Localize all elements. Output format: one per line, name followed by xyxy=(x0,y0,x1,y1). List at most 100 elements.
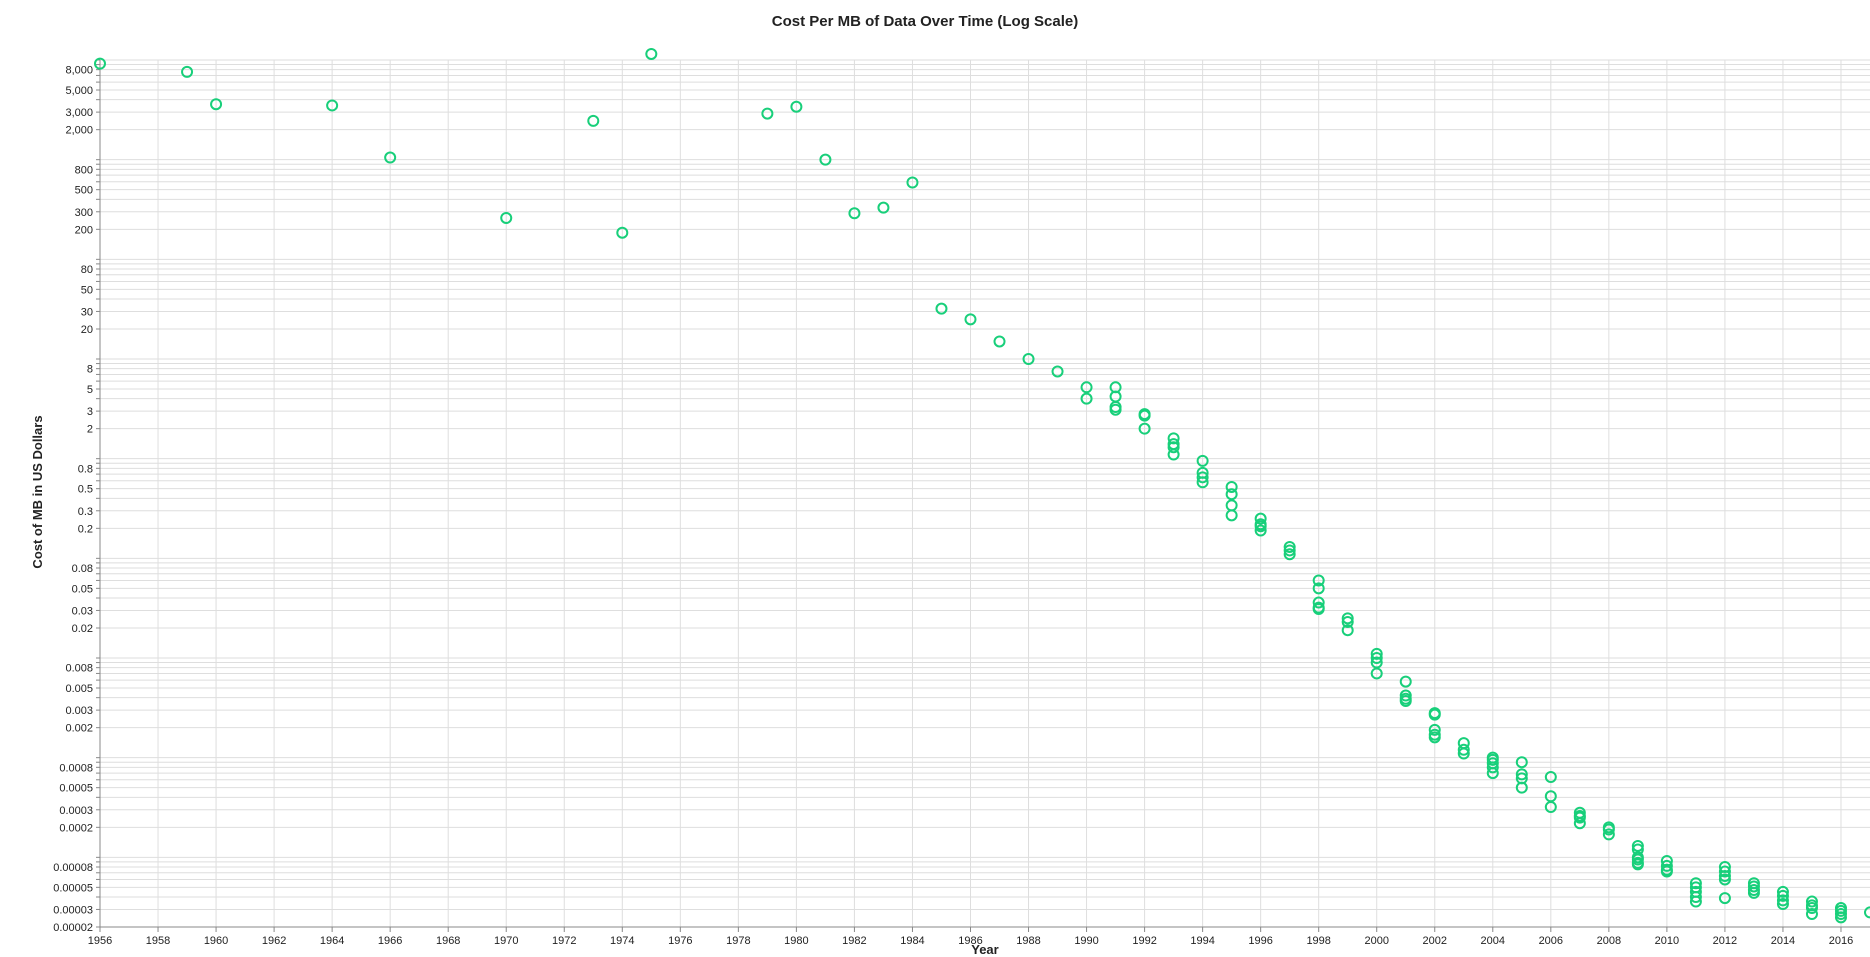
data-point xyxy=(1457,747,1470,760)
data-point xyxy=(1196,471,1209,484)
x-tick-label: 2016 xyxy=(1829,935,1853,947)
data-point xyxy=(935,302,948,315)
data-point xyxy=(1776,885,1789,898)
y-tick-label: 3,000 xyxy=(65,107,93,119)
y-tick-label: 20 xyxy=(81,324,93,336)
y-tick-label: 3 xyxy=(87,406,93,418)
y-tick-label: 30 xyxy=(81,306,93,318)
data-point xyxy=(1225,488,1238,501)
y-axis: 8,0005,0003,0002,00080050030020080503020… xyxy=(53,59,101,934)
data-point xyxy=(1225,509,1238,522)
y-tick-label: 0.008 xyxy=(65,663,93,675)
data-point xyxy=(1776,894,1789,907)
data-point xyxy=(1776,889,1789,902)
data-point xyxy=(1834,908,1847,921)
data-point xyxy=(1805,902,1818,915)
data-point xyxy=(1718,865,1731,878)
x-tick-label: 1958 xyxy=(146,935,170,947)
y-tick-label: 50 xyxy=(81,284,93,296)
data-point xyxy=(1225,499,1238,512)
y-tick-label: 0.5 xyxy=(78,484,93,496)
y-tick-label: 0.05 xyxy=(72,583,93,595)
data-point xyxy=(1341,615,1354,628)
y-axis-title: Cost of MB in US Dollars xyxy=(30,415,45,568)
data-point xyxy=(1660,859,1673,872)
y-tick-label: 0.003 xyxy=(65,705,93,717)
data-point xyxy=(616,226,629,239)
data-point xyxy=(1312,603,1325,616)
data-point xyxy=(1196,476,1209,489)
x-tick-label: 1970 xyxy=(494,935,518,947)
data-point xyxy=(1515,781,1528,794)
data-point xyxy=(1254,520,1267,533)
x-tick-label: 1966 xyxy=(378,935,402,947)
y-tick-label: 0.00003 xyxy=(53,904,93,916)
x-tick-label: 2002 xyxy=(1423,935,1447,947)
y-tick-label: 0.0008 xyxy=(59,762,93,774)
y-tick-label: 5 xyxy=(87,384,93,396)
y-tick-label: 800 xyxy=(75,164,93,176)
data-point xyxy=(1428,731,1441,744)
y-tick-label: 2 xyxy=(87,424,93,436)
data-point xyxy=(1834,911,1847,924)
x-tick-label: 1996 xyxy=(1248,935,1272,947)
y-tick-label: 0.2 xyxy=(78,523,93,535)
y-tick-label: 0.00008 xyxy=(53,862,93,874)
data-point xyxy=(877,201,890,214)
data-point xyxy=(1689,895,1702,908)
data-point xyxy=(1283,540,1296,553)
data-point xyxy=(1631,839,1644,852)
data-point xyxy=(181,65,194,78)
data-point xyxy=(1283,548,1296,561)
data-point xyxy=(1457,743,1470,756)
x-tick-label: 2014 xyxy=(1771,935,1795,947)
y-tick-label: 2,000 xyxy=(65,125,93,137)
x-tick-label: 1986 xyxy=(958,935,982,947)
data-point xyxy=(1080,392,1093,405)
data-point xyxy=(819,153,832,166)
y-tick-label: 300 xyxy=(75,207,93,219)
data-point xyxy=(993,335,1006,348)
data-points xyxy=(94,47,1870,924)
x-tick-label: 1964 xyxy=(320,935,344,947)
data-point xyxy=(1718,869,1731,882)
data-point xyxy=(1805,908,1818,921)
y-tick-label: 8,000 xyxy=(65,65,93,77)
data-point xyxy=(1689,890,1702,903)
data-point xyxy=(848,207,861,220)
y-tick-label: 0.03 xyxy=(72,605,93,617)
y-tick-label: 0.8 xyxy=(78,463,93,475)
data-point xyxy=(1776,898,1789,911)
x-axis: 1956 1958 1960 1962 1964 1966 1968 1970 1972 1974… xyxy=(88,926,1870,947)
data-point xyxy=(500,211,513,224)
data-point xyxy=(1631,858,1644,871)
y-tick-label: 0.08 xyxy=(72,563,93,575)
x-tick-label: 2000 xyxy=(1364,935,1388,947)
data-point xyxy=(1515,768,1528,781)
x-tick-label: 1990 xyxy=(1074,935,1098,947)
data-point xyxy=(1312,596,1325,609)
y-tick-label: 0.0003 xyxy=(59,805,93,817)
data-point xyxy=(1370,652,1383,665)
x-tick-label: 1974 xyxy=(610,935,634,947)
x-tick-label: 1984 xyxy=(900,935,924,947)
x-tick-label: 1976 xyxy=(668,935,692,947)
y-tick-label: 500 xyxy=(75,185,93,197)
data-point xyxy=(1544,770,1557,783)
x-tick-label: 1978 xyxy=(726,935,750,947)
x-tick-label: 1960 xyxy=(204,935,228,947)
y-tick-label: 0.3 xyxy=(78,506,93,518)
x-tick-label: 2010 xyxy=(1655,935,1679,947)
x-tick-label: 1992 xyxy=(1132,935,1156,947)
y-tick-label: 0.00002 xyxy=(53,922,93,934)
data-point xyxy=(1486,767,1499,780)
data-point xyxy=(1051,365,1064,378)
data-point xyxy=(1370,667,1383,680)
data-point xyxy=(1864,906,1870,919)
data-point xyxy=(1747,880,1760,893)
x-tick-label: 2006 xyxy=(1539,935,1563,947)
x-tick-label: 1994 xyxy=(1190,935,1214,947)
x-tick-label: 1968 xyxy=(436,935,460,947)
data-point xyxy=(1341,624,1354,637)
